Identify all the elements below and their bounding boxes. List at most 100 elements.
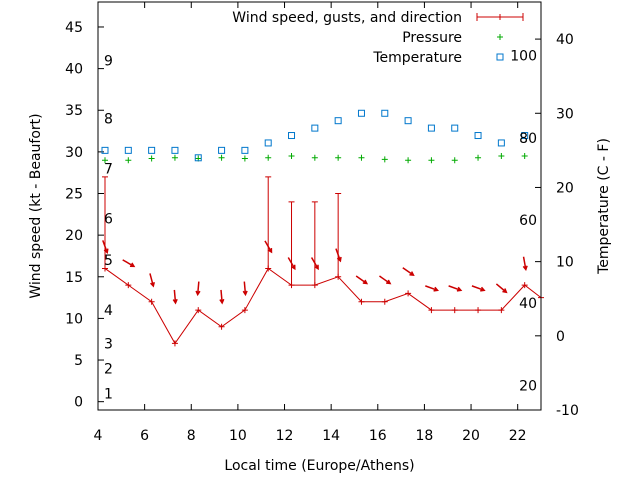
y2-tick-label: -10 [556,403,579,419]
temperature-point [451,124,459,132]
temperature-point [194,154,202,162]
temperature-point [218,146,226,154]
y2-tick-label: 10 [556,255,574,271]
wind-point [148,298,155,305]
y-tick-label: 0 [74,395,83,411]
temperature-point [241,146,249,154]
y-tick-label: 35 [65,103,83,119]
data-layer [101,109,544,347]
wind-direction-arrow [264,240,273,254]
temperature-point [381,109,389,117]
wind-direction-arrow [195,281,201,297]
y2-axis-label: Temperature (C - F) [596,138,612,275]
y-tick-label: 25 [65,187,83,203]
wind-speed-line [104,267,542,345]
wind-point [195,307,202,314]
pressure-point [241,155,248,162]
beaufort-label: 9 [104,53,113,69]
pressure-point [218,154,225,161]
pressure-point [475,154,482,161]
wind-point [218,323,225,330]
wind-point [521,282,528,289]
wind-direction-arrow [242,281,248,297]
beaufort-label: 3 [104,336,113,352]
gust-bar [288,201,295,286]
pressure-point [335,154,342,161]
pressure-point [451,157,458,164]
x-tick-label: 16 [369,428,387,444]
wind-point [381,298,388,305]
beaufort-label: 1 [104,386,113,402]
y-tick-label: 20 [65,228,83,244]
gust-bar [335,193,342,277]
wind-point [498,307,505,314]
legend-label: Wind speed, gusts, and direction [232,10,462,26]
temperature-point [497,139,505,147]
pressure-point [101,157,108,164]
wind-direction-arrow [379,275,392,285]
pressure-point [148,155,155,162]
temperature-point [171,146,179,154]
temperature-point [101,146,109,154]
legend: Wind speed, gusts, and direction Pressure… [232,10,524,66]
temperature-point [264,139,272,147]
temperature-point [521,132,529,140]
y-tick-label: 15 [65,270,83,286]
temperature-point [334,117,342,125]
wind-direction-arrow [522,256,528,272]
fahrenheit-label: 20 [519,379,537,395]
fahrenheit-label: 80 [519,131,537,147]
y-axis-label: Wind speed (kt - Beaufort) [28,113,44,298]
text-layer: 4 6 8 10 12 14 16 18 20 22051015202530354045-1001… [65,20,579,444]
legend-swatch-wind [476,13,524,21]
y2-tick-label: 30 [556,106,574,122]
x-tick-label: 20 [462,428,480,444]
wind-point [428,307,435,314]
wind-direction-arrow [355,275,369,285]
y-tick-label: 5 [74,353,83,369]
wind-point [125,282,132,289]
temperature-point [288,132,296,140]
fahrenheit-label: 60 [519,213,537,229]
temperature-point [474,132,482,140]
pressure-point [498,153,505,160]
wind-direction-arrow [402,267,415,277]
wind-point [358,298,365,305]
x-tick-label: 8 [187,428,196,444]
pressure-point [171,154,178,161]
temperature-point [148,146,156,154]
beaufort-label: 2 [104,361,113,377]
beaufort-label: 4 [104,303,113,319]
wind-point [171,340,178,347]
beaufort-label: 7 [104,162,113,178]
temperature-point [404,117,412,125]
gust-bar [311,201,318,286]
fahrenheit-label: 100 [510,48,537,64]
wind-direction-arrow [425,285,439,292]
pressure-point [288,153,295,160]
pressure-point [311,154,318,161]
beaufort-label: 8 [104,112,113,128]
pressure-point [521,153,528,160]
y2-tick-label: 40 [556,32,574,48]
tick-layer [97,2,541,411]
wind-direction-arrow [149,273,155,288]
x-tick-label: 14 [322,428,340,444]
wind-point [451,307,458,314]
wind-direction-arrow [122,259,136,268]
x-axis-label: Local time (Europe/Athens) [224,458,414,474]
wind-direction-arrow [172,289,178,305]
gust-bar [101,176,108,269]
y2-tick-label: 20 [556,180,574,196]
wind-point [405,290,412,297]
temperature-point [427,124,435,132]
legend-swatch-pressure [497,34,503,40]
y-tick-label: 10 [65,311,83,327]
x-tick-label: 22 [509,428,527,444]
wind-point [475,307,482,314]
wind-direction-arrow [448,285,463,292]
legend-label: Pressure [402,30,462,46]
temperature-point [124,146,132,154]
y2-tick-label: 0 [556,329,565,345]
